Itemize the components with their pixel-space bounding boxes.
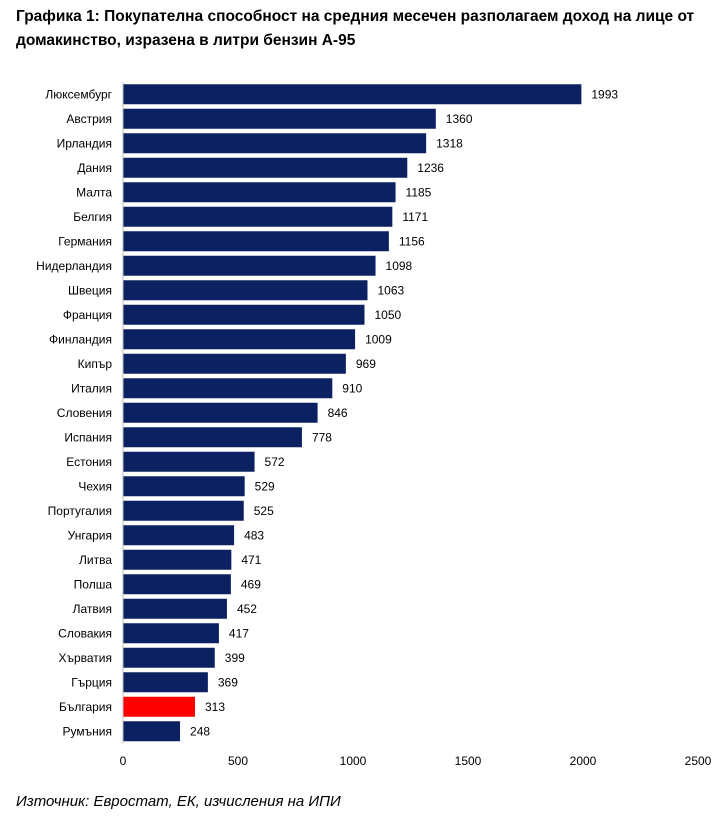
data-label: 969 [356,357,376,371]
x-tick-label: 1500 [455,754,482,768]
bar [123,231,389,252]
labels-layer: Люксембург 1993 Австрия 1360 Ирландия 1318 Дан… [36,87,618,738]
category-label: Финландия [49,332,112,346]
bar [123,133,427,154]
bar [123,329,356,350]
x-tick-label: 2000 [570,754,597,768]
bar [123,255,376,276]
data-label: 369 [218,675,238,689]
bar [123,549,232,570]
category-label: България [59,700,112,714]
bar [123,206,393,227]
bar [123,353,346,374]
x-tick-label: 0 [120,754,127,768]
category-label: Гърция [71,675,112,689]
bar [123,598,227,619]
data-label: 469 [241,577,261,591]
data-label: 471 [241,553,261,567]
category-label: Литва [79,553,112,567]
data-label: 1063 [377,283,404,297]
category-label: Португалия [48,504,112,518]
data-label: 1050 [375,308,402,322]
data-label: 1236 [417,161,444,175]
data-label: 399 [225,651,245,665]
category-label: Нидерландия [36,259,112,273]
category-label: Румъния [63,724,112,738]
data-label: 525 [254,504,274,518]
bar [123,378,333,399]
category-label: Белгия [73,210,112,224]
data-label: 1156 [399,234,425,248]
data-label: 1098 [386,259,413,273]
bar [123,451,255,472]
category-label: Франция [63,308,112,322]
bar [123,108,436,129]
category-label: Ирландия [57,136,112,150]
bar [123,525,235,546]
bar [123,427,302,448]
category-label: Италия [71,381,112,395]
data-label: 1360 [446,112,473,126]
bar [123,721,181,742]
bar [123,157,408,178]
chart-title: Графика 1: Покупателна способност на сре… [16,8,695,49]
bar [123,304,365,325]
category-label: Чехия [78,479,112,493]
data-label: 529 [255,479,275,493]
category-label: Испания [64,430,112,444]
data-label: 910 [342,381,362,395]
bar-chart: Люксембург 1993 Австрия 1360 Ирландия 1318 Дан… [36,82,712,768]
data-label: 452 [237,602,257,616]
data-label: 1185 [406,185,432,199]
x-tick-label: 1000 [340,754,367,768]
bar [123,280,368,301]
bar [123,402,318,423]
category-label: Люксембург [45,87,112,101]
category-label: Естония [66,455,112,469]
category-label: Швеция [68,283,112,297]
category-label: Полша [74,577,113,591]
bars-layer [123,84,582,742]
source-note: Източник: Евростат, ЕК, изчисления на ИП… [16,793,341,810]
data-label: 313 [205,700,225,714]
bar [123,647,215,668]
bar [123,574,231,595]
data-label: 1171 [402,210,428,224]
x-tick-label: 500 [228,754,248,768]
category-label: Унгария [68,528,112,542]
category-label: Хърватия [58,651,112,665]
data-label: 1318 [436,136,463,150]
bar-highlighted [123,696,195,717]
bar [123,672,208,693]
data-label: 248 [190,724,210,738]
data-label: 778 [312,430,332,444]
data-label: 572 [265,455,285,469]
category-label: Малта [76,185,112,199]
category-label: Германия [58,234,112,248]
category-label: Словакия [58,626,112,640]
data-label: 417 [229,626,249,640]
data-label: 846 [328,406,348,420]
data-label: 1009 [365,332,392,346]
bar [123,84,582,105]
bar [123,182,396,203]
bar [123,623,219,644]
x-tick-label: 2500 [685,754,712,768]
data-label: 1993 [591,87,618,101]
category-label: Словения [57,406,112,420]
bar [123,476,245,497]
data-label: 483 [244,528,264,542]
category-label: Австрия [66,112,112,126]
category-label: Латвия [73,602,112,616]
axis-layer: 0 500 1000 1500 2000 2500 [120,82,712,768]
category-label: Кипър [78,357,113,371]
bar [123,500,244,521]
category-label: Дания [77,161,112,175]
